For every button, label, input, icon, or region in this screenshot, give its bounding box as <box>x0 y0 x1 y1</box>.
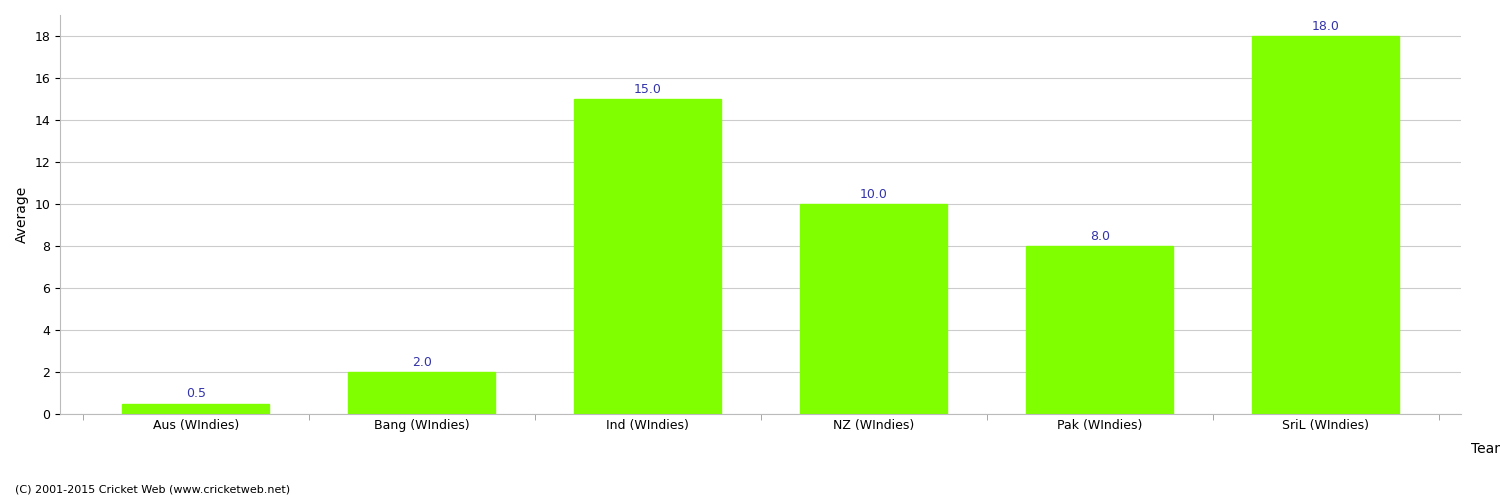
Text: (C) 2001-2015 Cricket Web (www.cricketweb.net): (C) 2001-2015 Cricket Web (www.cricketwe… <box>15 485 290 495</box>
X-axis label: Team: Team <box>1472 442 1500 456</box>
Bar <box>574 99 722 414</box>
Text: 0.5: 0.5 <box>186 388 206 400</box>
Y-axis label: Average: Average <box>15 186 28 243</box>
Text: 8.0: 8.0 <box>1089 230 1110 243</box>
Text: 10.0: 10.0 <box>859 188 888 201</box>
Bar <box>800 204 946 414</box>
Text: 15.0: 15.0 <box>634 83 662 96</box>
Bar <box>1252 36 1400 414</box>
Bar <box>348 372 495 414</box>
Text: 18.0: 18.0 <box>1311 20 1340 33</box>
Bar <box>123 404 268 414</box>
Text: 2.0: 2.0 <box>413 356 432 369</box>
Bar <box>1026 246 1173 414</box>
